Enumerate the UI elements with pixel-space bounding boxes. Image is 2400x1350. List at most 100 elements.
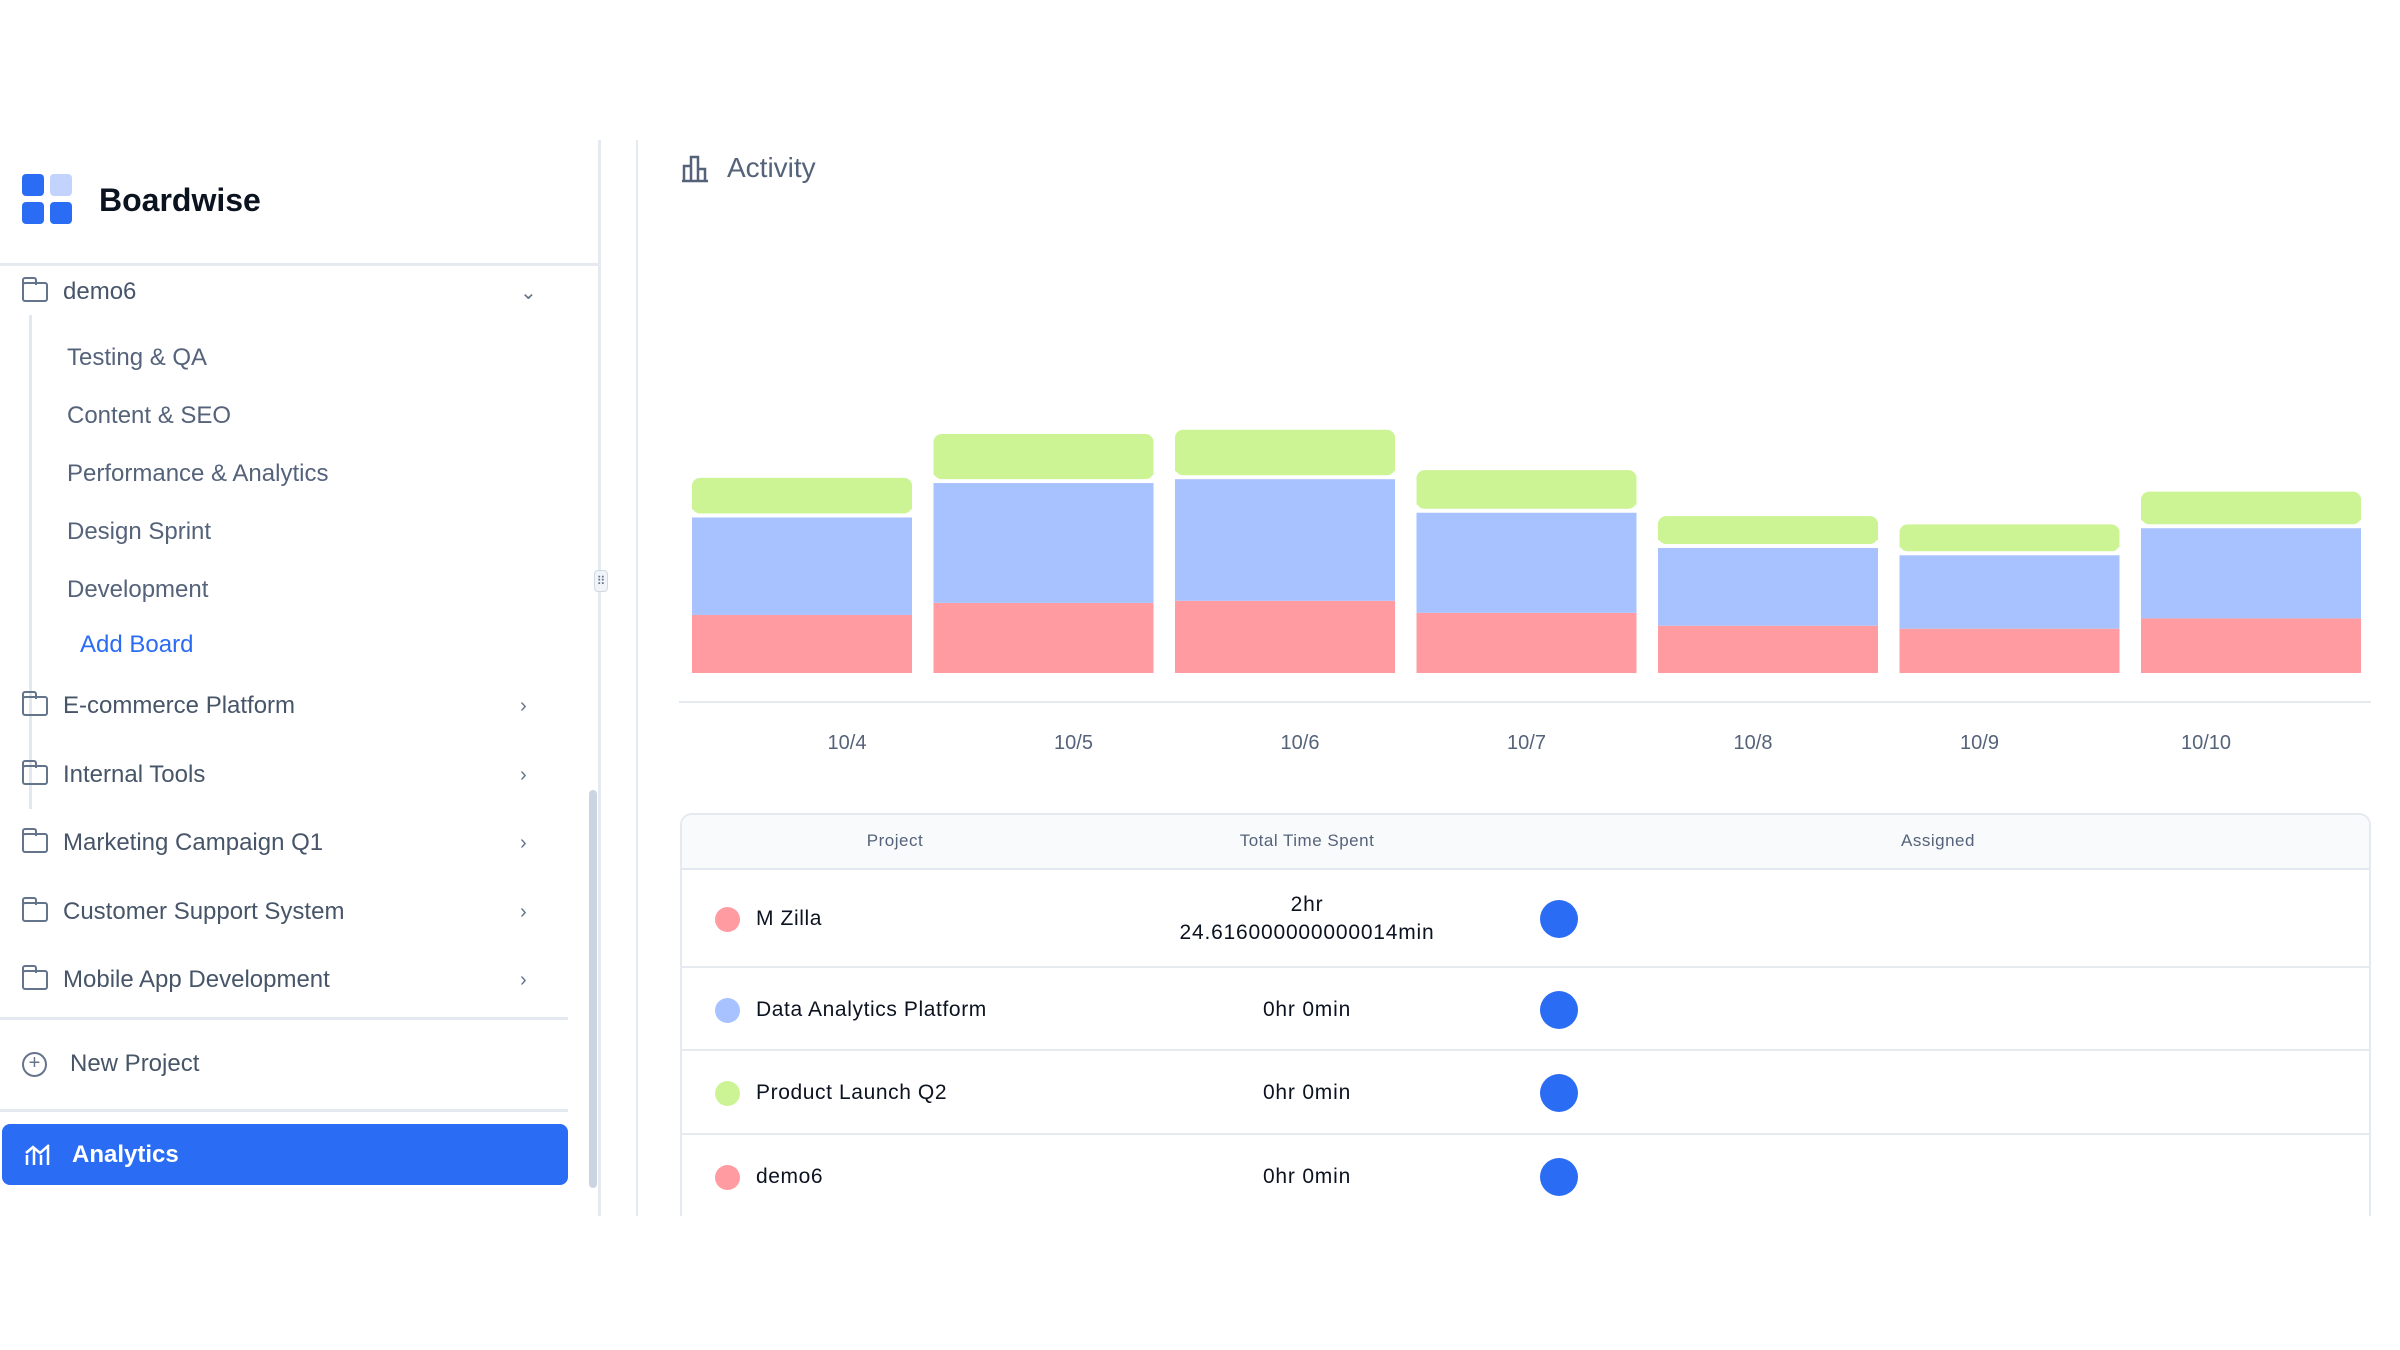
project-color-dot [715,997,740,1023]
bar-segment[interactable] [1175,600,1395,673]
time-line: 0hr 0min [1262,997,1352,1021]
bar-segment[interactable] [1175,479,1395,601]
divider [0,1017,568,1020]
x-tick-label: 10/5 [1054,732,1093,754]
x-tick-label: 10/6 [1280,732,1320,754]
bar-segment[interactable] [1416,612,1637,673]
bar-chart-icon [682,155,708,183]
chevron-right-icon[interactable]: › [520,900,527,923]
chevron-right-icon[interactable]: › [520,831,527,854]
board-item[interactable]: Performance & Analytics [67,460,329,487]
bar-segment-fill [1175,435,1395,472]
bar-segment-fill [933,440,1154,476]
scrollbar-thumb[interactable] [589,790,597,1188]
table-row[interactable]: Data Analytics Platform 0hr 0min [682,968,2369,1051]
time-spent: 0hr 0min [1263,1079,1351,1107]
bar-segment[interactable] [692,614,912,673]
bar-segment-fill [2141,497,2361,521]
bar-segment[interactable] [2141,618,2361,673]
project-item[interactable]: Mobile App Development › [0,955,560,1005]
new-project-button[interactable]: + New Project [0,1039,560,1089]
project-color-dot [715,907,740,932]
board-item[interactable]: Testing & QA [67,344,208,371]
time-line: 0hr 0min [1262,1081,1352,1104]
resize-handle[interactable]: ⠿ [594,570,608,592]
project-label: Mobile App Development [63,966,330,993]
project-name: Product Launch Q2 [756,1081,948,1104]
chevron-down-icon[interactable]: ⌄ [520,281,537,304]
assignee-avatar[interactable] [1540,1074,1578,1112]
chevron-right-icon[interactable]: › [520,694,527,717]
x-tick-label: 10/10 [2180,732,2232,754]
assignee-avatar[interactable] [1540,990,1578,1029]
board-item[interactable]: Design Sprint [67,518,212,545]
project-label: Customer Support System [63,898,345,925]
project-name: M Zilla [756,907,823,930]
bar-segment[interactable] [933,483,1154,603]
project-name: Data Analytics Platform [756,997,987,1021]
x-tick-label: 10/8 [1733,732,1773,754]
bar-segment[interactable] [933,602,1154,673]
time-line: 0hr 0min [1262,1165,1352,1188]
add-board-link[interactable]: Add Board [80,631,194,658]
new-project-label: New Project [70,1050,200,1077]
x-tick-label: 10/9 [1960,732,1999,754]
bar-segment[interactable] [1899,555,2120,629]
x-axis-line [679,701,2371,703]
bar-segment[interactable] [2141,528,2361,619]
app-name: Boardwise [99,182,261,218]
folder-icon [21,691,48,716]
project-item[interactable]: E-commerce Platform › [0,681,560,731]
page-title: Activity [727,152,816,183]
table-row[interactable]: Product Launch Q2 0hr 0min [682,1051,2369,1135]
folder-icon [21,897,48,922]
assignee-avatar[interactable] [1540,1158,1578,1196]
sidebar: Boardwise demo6 ⌄ Testing & QA Content &… [0,140,601,1216]
board-item[interactable]: Development [67,576,209,603]
time-spent: 0hr 0min [1263,996,1351,1024]
activity-chart [692,429,2361,673]
bar-segment[interactable] [1658,625,1878,673]
column-header-project[interactable]: Project [866,831,924,850]
divider [0,1109,568,1112]
table-row[interactable]: M Zilla 2hr 24.616000000000014min [682,870,2369,968]
project-color-dot [715,1165,740,1190]
x-tick-label: 10/7 [1507,732,1546,754]
bar-segment[interactable] [692,517,912,615]
plus-circle-icon: + [22,1051,47,1077]
project-item[interactable]: Internal Tools › [0,750,560,800]
time-line: 24.616000000000014min [1179,921,1435,944]
folder-icon [21,760,48,785]
analytics-button[interactable]: Analytics [2,1124,568,1185]
board-item[interactable]: Content & SEO [67,402,232,429]
chevron-right-icon[interactable]: › [520,763,527,786]
analytics-label: Analytics [72,1140,179,1168]
analytics-icon [25,1143,50,1165]
project-demo6[interactable]: demo6 ⌄ [0,267,560,317]
project-label: Internal Tools [63,761,206,788]
bar-segment[interactable] [1416,512,1637,613]
bar-segment[interactable] [1658,548,1878,626]
x-tick-label: 10/4 [827,732,867,754]
time-line: 2hr [1290,893,1324,916]
bar-segment[interactable] [1899,628,2120,673]
tree-line [29,315,32,809]
project-item[interactable]: Customer Support System › [0,887,560,937]
project-label: demo6 [63,278,137,305]
divider [0,263,598,266]
bar-segment-fill [1658,522,1878,540]
table-row[interactable]: demo6 0hr 0min [682,1135,2369,1216]
time-spent: 2hr 24.616000000000014min [1179,891,1434,947]
boardwise-logo-icon [22,174,72,224]
assignee-avatar[interactable] [1540,900,1578,938]
column-header-assigned: Assigned [1901,831,1975,850]
project-name: demo6 [756,1165,824,1188]
project-label: E-commerce Platform [63,692,296,719]
bar-segment-fill [1899,530,2120,548]
project-item[interactable]: Marketing Campaign Q1 › [0,818,560,868]
project-time-table: Project Total Time Spent Assigned M Zill… [680,813,2371,1216]
chevron-right-icon[interactable]: › [520,968,527,991]
folder-icon [21,965,48,990]
bar-segment-fill [1416,476,1637,505]
project-label: Marketing Campaign Q1 [63,829,324,856]
